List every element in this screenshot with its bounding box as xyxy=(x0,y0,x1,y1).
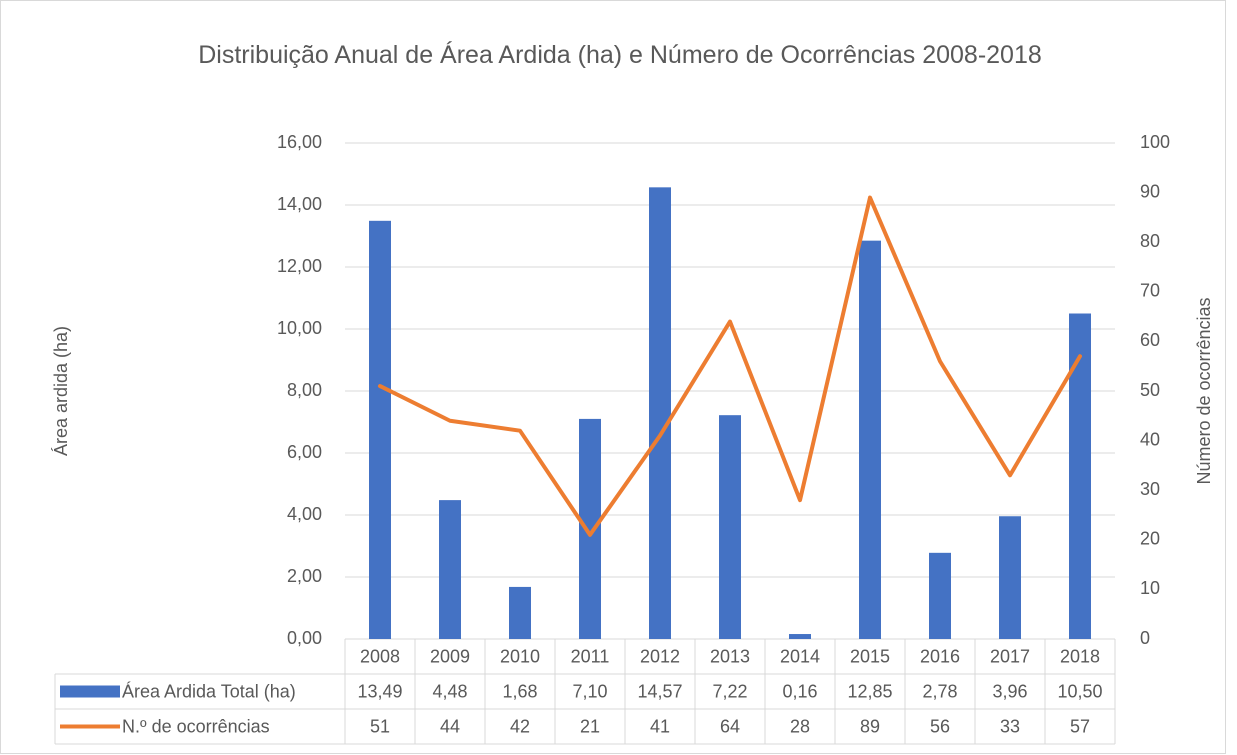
y2-tick-label: 10 xyxy=(1140,578,1160,598)
x-tick-label: 2018 xyxy=(1060,646,1100,666)
x-tick-label: 2008 xyxy=(360,646,400,666)
y-tick-label: 6,00 xyxy=(287,442,322,462)
y-tick-label: 2,00 xyxy=(287,566,322,586)
bar xyxy=(929,552,951,639)
y2-tick-label: 50 xyxy=(1140,380,1160,400)
x-tick-label: 2010 xyxy=(500,646,540,666)
table-value: 56 xyxy=(930,716,950,736)
table-value: 13,49 xyxy=(357,681,402,701)
table-value: 28 xyxy=(790,716,810,736)
table-value: 14,57 xyxy=(637,681,682,701)
legend-label: N.º de ocorrências xyxy=(122,716,270,736)
bar xyxy=(999,516,1021,639)
bar xyxy=(1069,313,1091,639)
legend-swatch xyxy=(60,685,120,698)
table-value: 0,16 xyxy=(782,681,817,701)
bar xyxy=(789,634,811,639)
table-value: 7,10 xyxy=(572,681,607,701)
bar xyxy=(369,220,391,639)
y2-tick-label: 0 xyxy=(1140,628,1150,648)
y2-axis-label: Número de ocorrências xyxy=(1194,297,1214,484)
bar xyxy=(649,187,671,639)
y2-tick-label: 20 xyxy=(1140,529,1160,549)
table-value: 3,96 xyxy=(992,681,1027,701)
table-value: 64 xyxy=(720,716,740,736)
line xyxy=(378,195,1082,537)
x-tick-label: 2013 xyxy=(710,646,750,666)
table-value: 2,78 xyxy=(922,681,957,701)
bar xyxy=(579,418,601,639)
y-tick-label: 12,00 xyxy=(277,256,322,276)
x-tick-label: 2015 xyxy=(850,646,890,666)
y-tick-label: 4,00 xyxy=(287,504,322,524)
chart-title: Distribuição Anual de Área Ardida (ha) e… xyxy=(198,41,1042,69)
bar xyxy=(439,500,461,639)
y-tick-label: 14,00 xyxy=(277,194,322,214)
table-value: 1,68 xyxy=(502,681,537,701)
table-value: 89 xyxy=(860,716,880,736)
bar xyxy=(859,240,881,639)
table-value: 51 xyxy=(370,716,390,736)
table-value: 7,22 xyxy=(712,681,747,701)
y2-tick-label: 40 xyxy=(1140,429,1160,449)
x-tick-label: 2011 xyxy=(571,646,610,666)
table-value: 10,50 xyxy=(1057,681,1102,701)
table-value: 42 xyxy=(510,716,530,736)
x-tick-label: 2017 xyxy=(990,646,1030,666)
table-value: 4,48 xyxy=(432,681,467,701)
y2-tick-label: 100 xyxy=(1140,132,1170,152)
table-value: 57 xyxy=(1070,716,1090,736)
y-axis-label: Área ardida (ha) xyxy=(51,326,71,456)
table-value: 33 xyxy=(1000,716,1020,736)
y-tick-label: 16,00 xyxy=(277,132,322,152)
table-value: 41 xyxy=(650,716,670,736)
table-value: 12,85 xyxy=(847,681,892,701)
x-tick-label: 2009 xyxy=(430,646,470,666)
table-value: 21 xyxy=(580,716,600,736)
y2-tick-label: 60 xyxy=(1140,330,1160,350)
bar xyxy=(719,415,741,639)
y-tick-label: 10,00 xyxy=(277,318,322,338)
y2-tick-label: 30 xyxy=(1140,479,1160,499)
x-tick-label: 2016 xyxy=(920,646,960,666)
table-value: 44 xyxy=(440,716,460,736)
y2-tick-label: 70 xyxy=(1140,281,1160,301)
x-tick-label: 2014 xyxy=(780,646,820,666)
y-tick-label: 0,00 xyxy=(287,628,322,648)
legend-label: Área Ardida Total (ha) xyxy=(122,681,296,701)
x-tick-label: 2012 xyxy=(640,646,680,666)
y-tick-label: 8,00 xyxy=(287,380,322,400)
y2-tick-label: 80 xyxy=(1140,231,1160,251)
bar xyxy=(509,586,531,639)
y2-tick-label: 90 xyxy=(1140,181,1160,201)
